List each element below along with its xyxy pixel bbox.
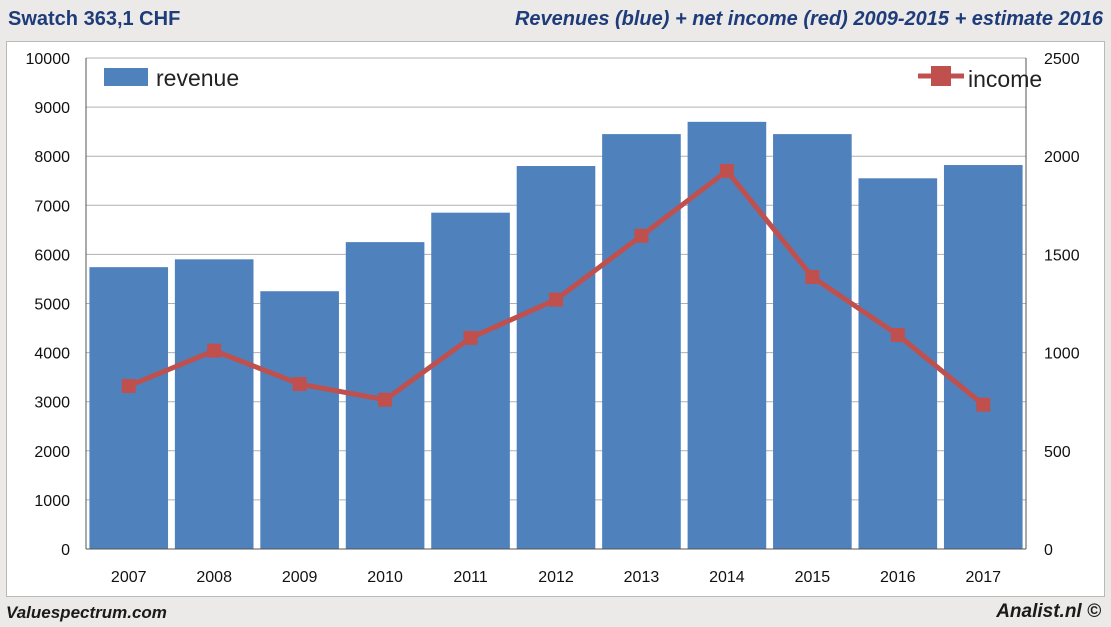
revenue-bar-2015: [773, 134, 852, 550]
revenue-bar-2014: [687, 121, 767, 549]
revenue-bar-2009: [260, 291, 339, 549]
income-point-2015: [805, 269, 820, 284]
income-series: [121, 163, 991, 412]
legend-revenue: revenue: [104, 65, 239, 91]
y-right-tick-2500: 2500: [1044, 51, 1080, 68]
x-tick-2009: 2009: [282, 569, 318, 586]
income-point-2017: [976, 397, 991, 412]
x-tick-2007: 2007: [111, 569, 147, 586]
income-point-2013: [634, 228, 649, 243]
income-point-2016: [890, 327, 905, 342]
axes: [85, 58, 1027, 550]
y-left-tick-2000: 2000: [34, 444, 70, 461]
y-left-tick-1000: 1000: [34, 493, 70, 510]
revenue-bar-2008: [174, 259, 254, 549]
revenue-bar-2012: [516, 166, 596, 549]
y-right-tick-1500: 1500: [1044, 247, 1080, 264]
income-point-2012: [549, 292, 563, 307]
y-right-tick-500: 500: [1044, 444, 1071, 461]
legend-income: income: [918, 66, 1042, 92]
y-left-tick-9000: 9000: [34, 100, 70, 117]
x-tick-2015: 2015: [795, 569, 831, 586]
stock-price-title: Swatch 363,1 CHF: [8, 8, 181, 30]
y-left-tick-8000: 8000: [34, 149, 70, 166]
revenue-bar-2017: [943, 165, 1023, 549]
legend-revenue-swatch: [104, 68, 148, 86]
x-tick-2014: 2014: [709, 569, 745, 586]
y-right-tick-labels: 0 500 1000 1500 2000 2500: [1044, 51, 1080, 559]
revenue-bars: [89, 121, 1023, 550]
y-left-tick-4000: 4000: [34, 346, 70, 363]
y-right-tick-2000: 2000: [1044, 149, 1080, 166]
y-left-tick-0: 0: [61, 542, 70, 559]
y-right-tick-0: 0: [1044, 542, 1053, 559]
income-point-2010: [378, 392, 393, 407]
income-point-2009: [292, 377, 307, 392]
y-left-tick-10000: 10000: [26, 51, 71, 68]
revenue-bar-2007: [89, 267, 169, 549]
x-tick-labels: 2007 2008 2009 2010 2011 2012 2013 2014 2015 2016…: [111, 569, 1001, 586]
x-tick-2012: 2012: [538, 569, 574, 586]
y-left-tick-6000: 6000: [34, 247, 70, 264]
y-left-tick-5000: 5000: [34, 297, 70, 314]
x-tick-2017: 2017: [965, 569, 1001, 586]
revenue-bar-2016: [858, 178, 938, 550]
chart-title: Revenues (blue) + net income (red) 2009-…: [514, 8, 1103, 30]
revenue-bar-2011: [431, 212, 510, 550]
x-tick-2010: 2010: [367, 569, 403, 586]
income-point-2007: [121, 378, 136, 393]
y-right-tick-1000: 1000: [1044, 346, 1080, 363]
y-left-tick-labels: 0 1000 2000 3000 4000 5000 6000 7000 8000 9000 100…: [26, 51, 71, 559]
legend-income-marker: [931, 66, 951, 86]
income-point-2008: [207, 343, 222, 358]
legend-income-label: income: [968, 66, 1042, 92]
x-tick-2008: 2008: [196, 569, 232, 586]
legend-revenue-label: revenue: [156, 65, 239, 91]
x-tick-2011: 2011: [453, 569, 488, 586]
y-left-tick-7000: 7000: [34, 198, 70, 215]
y-left-tick-3000: 3000: [34, 395, 70, 412]
copyright-footer: Analist.nl ©: [996, 601, 1101, 622]
x-tick-2013: 2013: [624, 569, 660, 586]
income-point-2011: [463, 330, 478, 345]
income-point-2014: [719, 163, 734, 178]
source-footer: Valuespectrum.com: [6, 603, 167, 622]
x-tick-2016: 2016: [880, 569, 916, 586]
revenue-bar-2013: [602, 134, 681, 550]
